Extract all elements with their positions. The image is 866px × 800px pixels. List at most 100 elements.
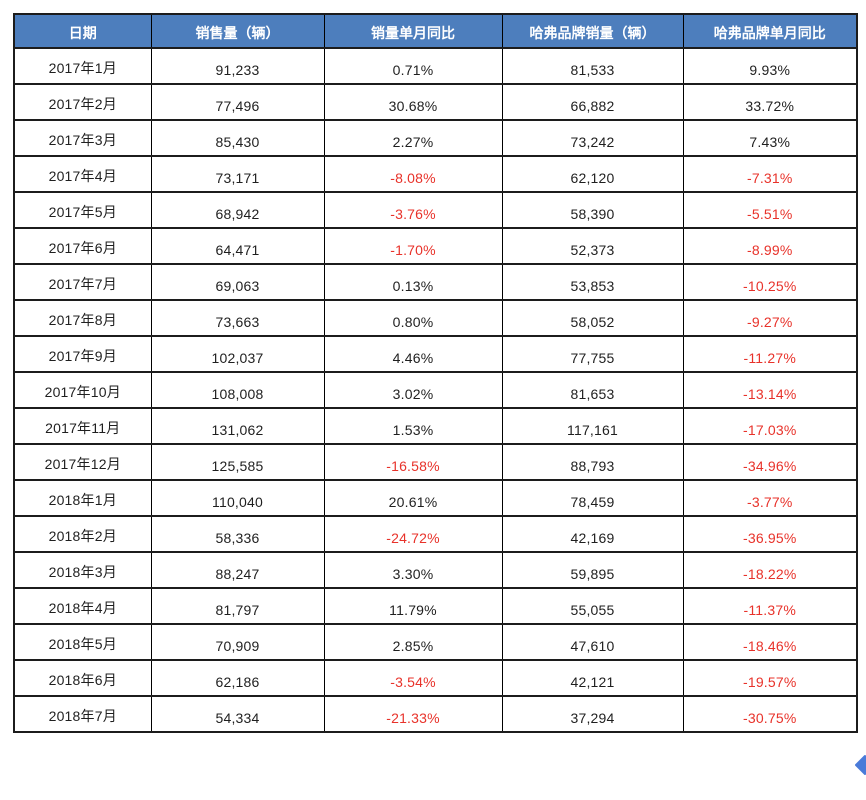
table-cell: -11.27% [682, 335, 858, 373]
table-cell: -10.25% [682, 263, 858, 301]
table-cell: 2017年1月 [13, 47, 152, 85]
table-cell: 3.30% [323, 551, 503, 589]
table-cell: 20.61% [323, 479, 503, 517]
table-row: 2018年4月 81,797 11.79% 55,055 -11.37% [13, 587, 858, 625]
table-cell: -18.46% [682, 623, 858, 661]
table-cell: 2018年5月 [13, 623, 152, 661]
table-cell: 2017年6月 [13, 227, 152, 265]
table-row: 2018年2月 58,336 -24.72% 42,169 -36.95% [13, 515, 858, 553]
table-cell: 78,459 [501, 479, 684, 517]
table-cell: 2.85% [323, 623, 503, 661]
table-cell: 131,062 [150, 407, 325, 445]
table-cell: 9.93% [682, 47, 858, 85]
table-row: 2017年12月 125,585 -16.58% 88,793 -34.96% [13, 443, 858, 481]
table-body: 2017年1月 91,233 0.71% 81,533 9.93% 2017年2月 77,4… [13, 47, 858, 733]
table-cell: 68,942 [150, 191, 325, 229]
sales-table-sheet: 日期 销售量（辆） 销量单月同比 哈弗品牌销量（辆） 哈弗品牌单月同比 2017… [13, 13, 858, 733]
table-cell: -30.75% [682, 695, 858, 733]
table-cell: 77,755 [501, 335, 684, 373]
table-cell: 30.68% [323, 83, 503, 121]
table-cell: -9.27% [682, 299, 858, 337]
table-cell: 2017年10月 [13, 371, 152, 409]
scroll-left-arrow-icon[interactable] [855, 754, 866, 776]
table-cell: 81,797 [150, 587, 325, 625]
table-cell: 77,496 [150, 83, 325, 121]
table-cell: 70,909 [150, 623, 325, 661]
table-cell: 42,121 [501, 659, 684, 697]
table-cell: 2018年6月 [13, 659, 152, 697]
table-cell: -8.99% [682, 227, 858, 265]
table-cell: -34.96% [682, 443, 858, 481]
table-cell: -24.72% [323, 515, 503, 553]
table-cell: -21.33% [323, 695, 503, 733]
table-row: 2017年7月 69,063 0.13% 53,853 -10.25% [13, 263, 858, 301]
table-cell: 54,334 [150, 695, 325, 733]
table-cell: 42,169 [501, 515, 684, 553]
table-cell: 125,585 [150, 443, 325, 481]
table-header-row: 日期 销售量（辆） 销量单月同比 哈弗品牌销量（辆） 哈弗品牌单月同比 [13, 13, 858, 49]
table-cell: 81,653 [501, 371, 684, 409]
table-cell: 64,471 [150, 227, 325, 265]
table-cell: 37,294 [501, 695, 684, 733]
table-cell: 2018年7月 [13, 695, 152, 733]
table-row: 2017年4月 73,171 -8.08% 62,120 -7.31% [13, 155, 858, 193]
table-cell: 2018年1月 [13, 479, 152, 517]
table-cell: 33.72% [682, 83, 858, 121]
table-cell: -11.37% [682, 587, 858, 625]
table-cell: -7.31% [682, 155, 858, 193]
table-cell: 7.43% [682, 119, 858, 157]
table-cell: -17.03% [682, 407, 858, 445]
table-cell: 2.27% [323, 119, 503, 157]
table-cell: 62,120 [501, 155, 684, 193]
table-cell: 117,161 [501, 407, 684, 445]
table-row: 2017年10月 108,008 3.02% 81,653 -13.14% [13, 371, 858, 409]
table-cell: 2018年2月 [13, 515, 152, 553]
table-cell: 85,430 [150, 119, 325, 157]
table-cell: -18.22% [682, 551, 858, 589]
table-cell: 0.80% [323, 299, 503, 337]
table-cell: 58,052 [501, 299, 684, 337]
table-cell: 73,663 [150, 299, 325, 337]
table-row: 2017年1月 91,233 0.71% 81,533 9.93% [13, 47, 858, 85]
table-cell: -36.95% [682, 515, 858, 553]
table-cell: 2017年12月 [13, 443, 152, 481]
table-cell: 1.53% [323, 407, 503, 445]
table-cell: 88,247 [150, 551, 325, 589]
table-cell: 73,242 [501, 119, 684, 157]
table-cell: 59,895 [501, 551, 684, 589]
table-cell: 110,040 [150, 479, 325, 517]
table-row: 2017年6月 64,471 -1.70% 52,373 -8.99% [13, 227, 858, 265]
table-cell: 2017年9月 [13, 335, 152, 373]
table-cell: -3.77% [682, 479, 858, 517]
header-cell-haval-sales: 哈弗品牌销量（辆） [501, 13, 684, 49]
table-row: 2018年1月 110,040 20.61% 78,459 -3.77% [13, 479, 858, 517]
table-cell: 58,336 [150, 515, 325, 553]
table-row: 2017年5月 68,942 -3.76% 58,390 -5.51% [13, 191, 858, 229]
table-cell: 91,233 [150, 47, 325, 85]
table-cell: 4.46% [323, 335, 503, 373]
table-cell: -3.76% [323, 191, 503, 229]
table-cell: 2017年3月 [13, 119, 152, 157]
table-cell: 108,008 [150, 371, 325, 409]
table-row: 2017年9月 102,037 4.46% 77,755 -11.27% [13, 335, 858, 373]
table-row: 2017年8月 73,663 0.80% 58,052 -9.27% [13, 299, 858, 337]
table-cell: 0.13% [323, 263, 503, 301]
table-cell: 69,063 [150, 263, 325, 301]
table-cell: -5.51% [682, 191, 858, 229]
haval-sales-table: 日期 销售量（辆） 销量单月同比 哈弗品牌销量（辆） 哈弗品牌单月同比 2017… [13, 13, 858, 733]
table-cell: 53,853 [501, 263, 684, 301]
table-cell: 58,390 [501, 191, 684, 229]
table-cell: 66,882 [501, 83, 684, 121]
table-row: 2018年7月 54,334 -21.33% 37,294 -30.75% [13, 695, 858, 733]
table-cell: 73,171 [150, 155, 325, 193]
table-cell: 3.02% [323, 371, 503, 409]
header-cell-haval-yoy: 哈弗品牌单月同比 [682, 13, 858, 49]
table-cell: 55,055 [501, 587, 684, 625]
table-cell: -1.70% [323, 227, 503, 265]
table-cell: 2017年7月 [13, 263, 152, 301]
table-cell: 52,373 [501, 227, 684, 265]
table-cell: 2018年4月 [13, 587, 152, 625]
header-cell-sales: 销售量（辆） [150, 13, 325, 49]
table-cell: 2017年5月 [13, 191, 152, 229]
table-cell: 47,610 [501, 623, 684, 661]
